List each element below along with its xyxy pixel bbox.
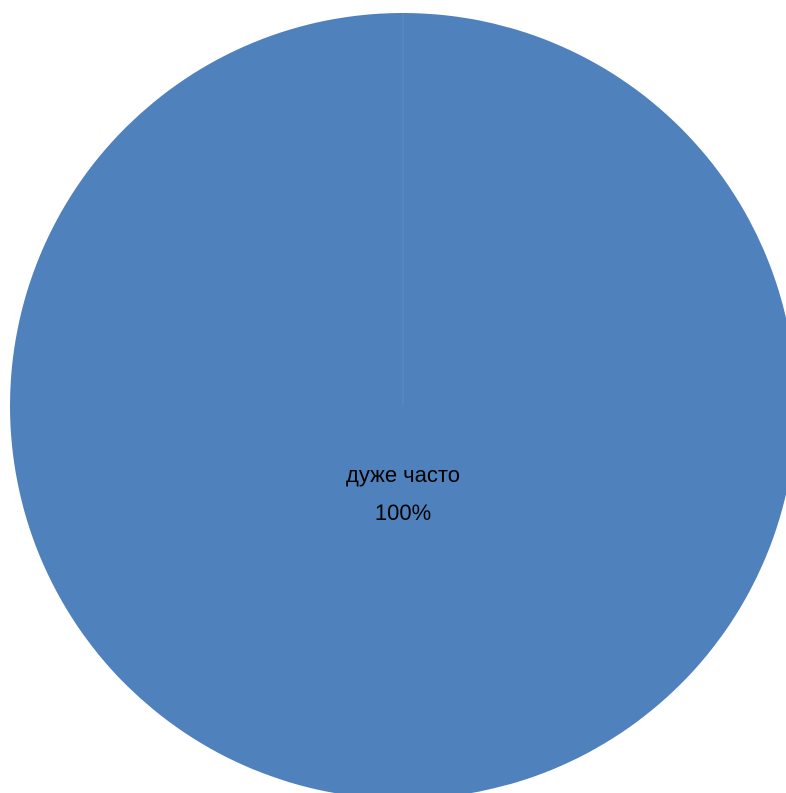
pie-slices: [10, 13, 786, 793]
pie-slice-0: [10, 13, 786, 793]
slice-label-category: дуже часто: [346, 462, 460, 487]
pie-data-labels: дуже часто 100%: [346, 462, 460, 525]
slice-label-percent: 100%: [375, 500, 431, 525]
